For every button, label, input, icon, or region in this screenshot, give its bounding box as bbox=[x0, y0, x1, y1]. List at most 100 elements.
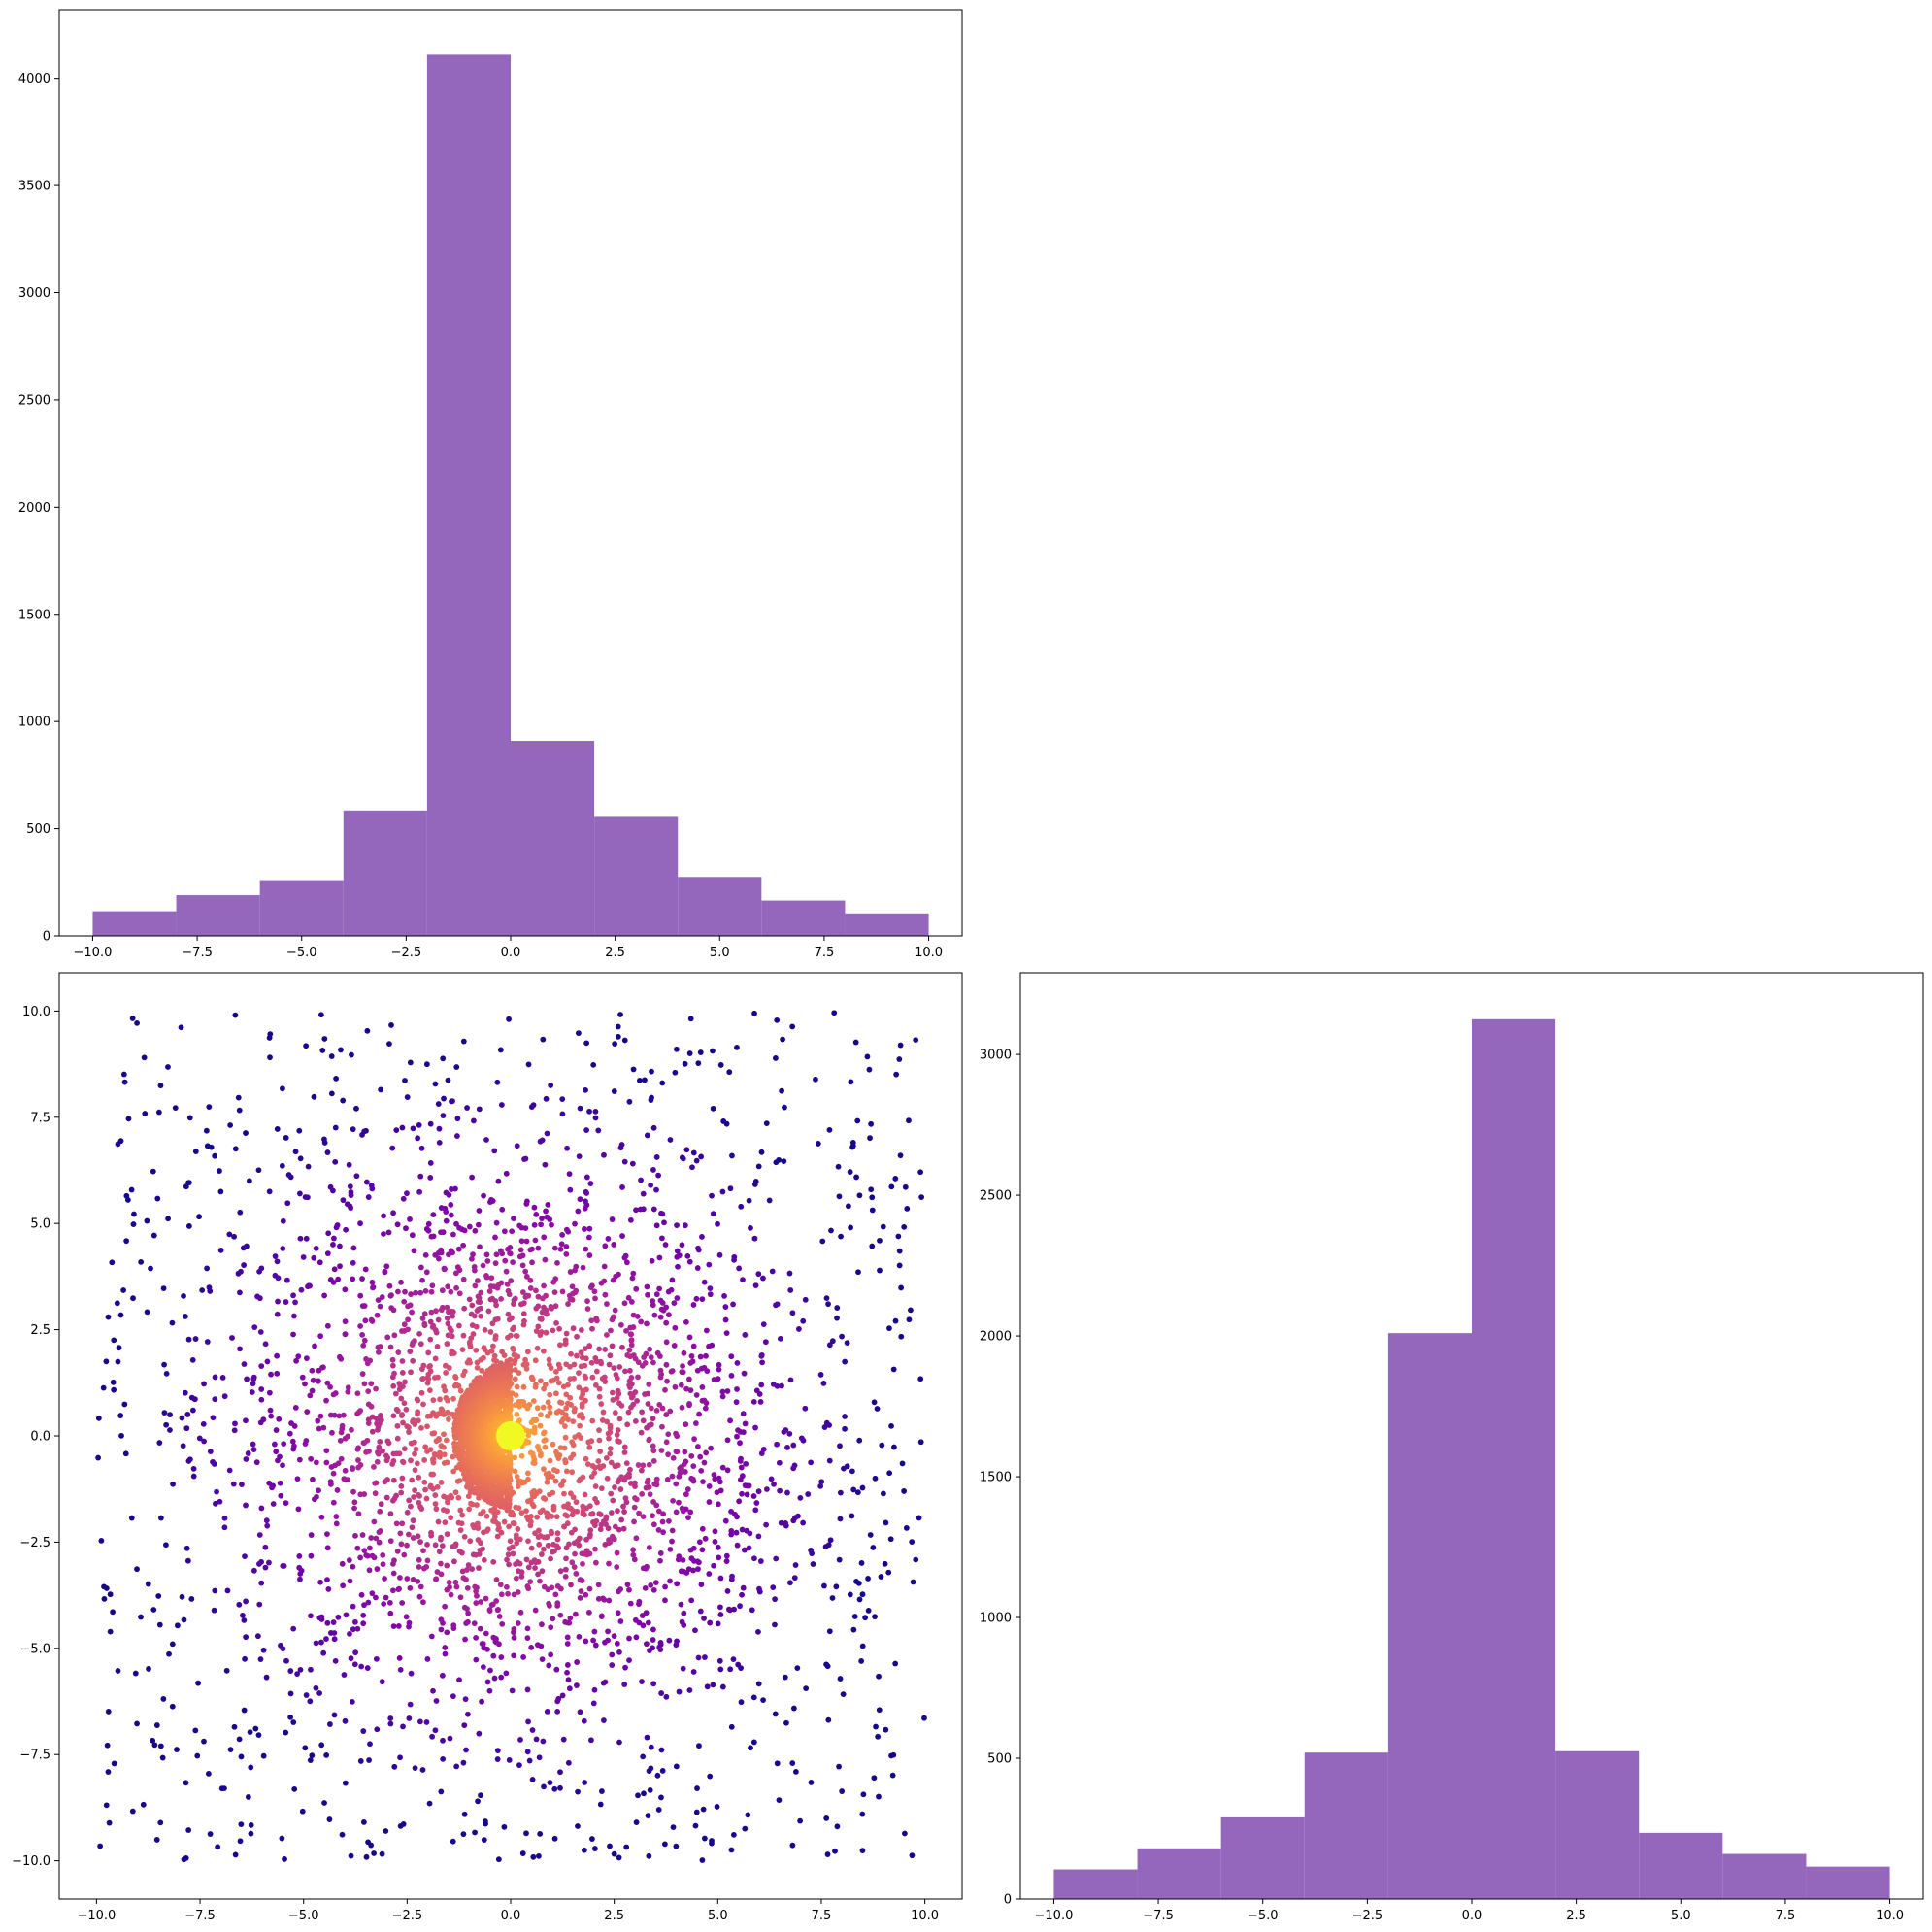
scatter-point bbox=[237, 1838, 244, 1845]
scatter-point bbox=[355, 1511, 362, 1517]
scatter-point bbox=[529, 1376, 536, 1382]
scatter-point bbox=[849, 1468, 855, 1475]
scatter-point bbox=[678, 1568, 684, 1575]
scatter-point bbox=[624, 1352, 631, 1358]
scatter-point bbox=[432, 1492, 439, 1498]
scatter-point bbox=[156, 1440, 163, 1446]
scatter-point bbox=[564, 1634, 571, 1641]
scatter-point bbox=[452, 1185, 458, 1192]
scatter-point bbox=[596, 1463, 603, 1470]
scatter-point bbox=[783, 1520, 788, 1526]
scatter-point bbox=[603, 1514, 610, 1520]
scatter-point bbox=[819, 1238, 826, 1245]
scatter-point bbox=[523, 1830, 529, 1837]
scatter-point bbox=[621, 1682, 628, 1687]
scatter-point bbox=[877, 1237, 883, 1244]
scatter-point bbox=[248, 1822, 254, 1828]
scatter-point bbox=[757, 1558, 764, 1564]
scatter-point bbox=[540, 1495, 547, 1501]
scatter-point bbox=[416, 1188, 423, 1195]
scatter-point bbox=[166, 1650, 172, 1657]
scatter-point bbox=[694, 1367, 701, 1374]
scatter-point bbox=[430, 1485, 437, 1492]
scatter-point bbox=[509, 1509, 515, 1516]
scatter-point bbox=[427, 1363, 433, 1369]
scatter-point bbox=[536, 1541, 543, 1548]
scatter-point bbox=[552, 1368, 559, 1375]
scatter-point bbox=[523, 1238, 530, 1245]
scatter-point bbox=[587, 1284, 594, 1291]
scatter-point bbox=[715, 1501, 721, 1508]
scatter-point bbox=[522, 1268, 529, 1275]
scatter-point bbox=[366, 1757, 372, 1763]
scatter-point bbox=[655, 1172, 661, 1179]
scatter-point bbox=[449, 1333, 455, 1340]
scatter-point bbox=[454, 1116, 461, 1122]
scatter-point bbox=[95, 1454, 101, 1461]
scatter-point bbox=[134, 1019, 141, 1026]
scatter-point bbox=[696, 1743, 702, 1749]
scatter-point bbox=[184, 1412, 191, 1417]
scatter-point bbox=[518, 1510, 525, 1516]
scatter-point bbox=[499, 1206, 506, 1213]
scatter-point bbox=[568, 1582, 574, 1588]
scatter-point bbox=[380, 1561, 386, 1568]
scatter-point bbox=[237, 1289, 243, 1296]
scatter-point bbox=[644, 1132, 650, 1139]
scatter-point bbox=[854, 1117, 861, 1124]
scatter-point bbox=[506, 1756, 513, 1763]
scatter-point bbox=[475, 1278, 481, 1283]
scatter-point bbox=[221, 1393, 228, 1400]
scatter-point bbox=[892, 1317, 899, 1324]
scatter-point bbox=[455, 1382, 462, 1389]
scatter-point bbox=[640, 1190, 647, 1197]
scatter-point bbox=[303, 1438, 310, 1444]
scatter-point bbox=[698, 1582, 705, 1588]
scatter-point bbox=[769, 1268, 776, 1275]
scatter-point bbox=[308, 1455, 315, 1462]
scatter-point bbox=[734, 1386, 740, 1392]
scatter-point bbox=[620, 1525, 627, 1532]
scatter-point bbox=[122, 1450, 129, 1457]
scatter-point bbox=[650, 1499, 656, 1505]
scatter-point bbox=[241, 1262, 248, 1268]
scatter-point bbox=[627, 1466, 633, 1473]
scatter-point bbox=[493, 1219, 500, 1226]
scatter-point bbox=[648, 1354, 654, 1361]
scatter-point bbox=[577, 1594, 583, 1601]
scatter-point bbox=[702, 1654, 708, 1660]
scatter-point bbox=[391, 1557, 397, 1564]
scatter-point bbox=[777, 1487, 783, 1494]
scatter-point bbox=[201, 1438, 207, 1445]
scatter-point bbox=[223, 1667, 230, 1674]
scatter-point bbox=[611, 1088, 617, 1094]
scatter-point bbox=[140, 1801, 147, 1808]
scatter-point bbox=[596, 1427, 602, 1434]
scatter-point bbox=[583, 1086, 588, 1093]
scatter-point bbox=[632, 1616, 639, 1623]
scatter-point bbox=[347, 1578, 353, 1584]
scatter-point bbox=[547, 1391, 553, 1398]
scatter-point bbox=[784, 1489, 790, 1496]
scatter-point bbox=[595, 1127, 602, 1134]
scatter-point bbox=[492, 1336, 499, 1342]
scatter-point bbox=[605, 1628, 611, 1635]
scatter-point bbox=[538, 1378, 544, 1384]
scatter-point bbox=[680, 1665, 686, 1672]
scatter-point bbox=[359, 1132, 365, 1138]
scatter-point bbox=[690, 1463, 697, 1470]
scatter-point bbox=[163, 1542, 169, 1549]
scatter-point bbox=[684, 1486, 691, 1492]
scatter-point bbox=[653, 1407, 660, 1414]
scatter-point bbox=[690, 1669, 697, 1675]
scatter-point bbox=[443, 1209, 450, 1216]
scatter-point bbox=[653, 1186, 659, 1193]
scatter-point bbox=[506, 1316, 513, 1323]
scatter-point bbox=[389, 1145, 396, 1151]
scatter-point bbox=[155, 1109, 162, 1116]
scatter-point bbox=[384, 1454, 391, 1461]
scatter-point bbox=[653, 1476, 660, 1482]
scatter-point bbox=[744, 1491, 750, 1498]
y-tick-label: 500 bbox=[26, 822, 50, 837]
scatter-point bbox=[476, 1208, 483, 1214]
